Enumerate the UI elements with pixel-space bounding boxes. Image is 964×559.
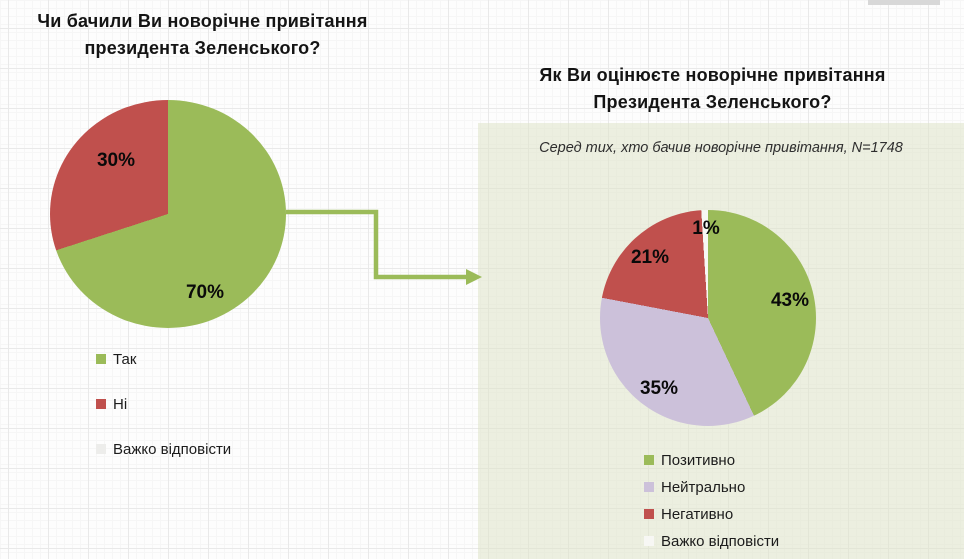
legend-swatch: [644, 509, 654, 519]
left-pie-chart: [50, 100, 286, 328]
legend-item: Нейтрально: [644, 478, 779, 496]
pie-data-label: 35%: [639, 378, 679, 399]
pie-data-label: 43%: [770, 290, 810, 311]
right-chart-title: Як Ви оцінюєте новорічне привітання През…: [539, 65, 886, 112]
legend-item: Позитивно: [644, 451, 779, 469]
right-pie-chart: [600, 210, 816, 426]
legend-label: Важко відповісти: [113, 440, 232, 458]
legend-label: Негативно: [661, 505, 734, 523]
pie-data-label: 1%: [692, 218, 720, 239]
legend-swatch: [644, 536, 654, 546]
legend-item: Ні: [96, 395, 231, 413]
legend-label: Важко відповісти: [661, 532, 780, 550]
legend-item: Так: [96, 350, 231, 368]
left-pie-legend: Так Ні Важко відповісти: [96, 350, 232, 458]
legend-item: Негативно: [644, 505, 779, 523]
legend-swatch: [96, 444, 106, 454]
right-chart-subtitle: Серед тих, хто бачив новорічне привітанн…: [539, 140, 903, 156]
cropped-top-bar-fragment: [868, 0, 940, 5]
pie-data-label: 30%: [96, 150, 136, 171]
right-pie-legend: Позитивно Нейтрально Негативно Важко від…: [644, 451, 780, 550]
legend-label: Позитивно: [661, 451, 736, 469]
pie-data-label: 70%: [185, 282, 225, 303]
pie-data-label: 21%: [630, 247, 670, 268]
legend-item: Важко відповісти: [96, 440, 232, 458]
legend-swatch: [96, 399, 106, 409]
legend-swatch: [644, 482, 654, 492]
legend-label: Так: [113, 350, 137, 368]
left-chart-title: Чи бачили Ви новорічне привітання презид…: [37, 11, 368, 58]
legend-item: Важко відповісти: [644, 532, 780, 550]
legend-swatch: [96, 354, 106, 364]
legend-label: Ні: [113, 395, 128, 413]
legend-swatch: [644, 455, 654, 465]
legend-label: Нейтрально: [661, 478, 746, 496]
